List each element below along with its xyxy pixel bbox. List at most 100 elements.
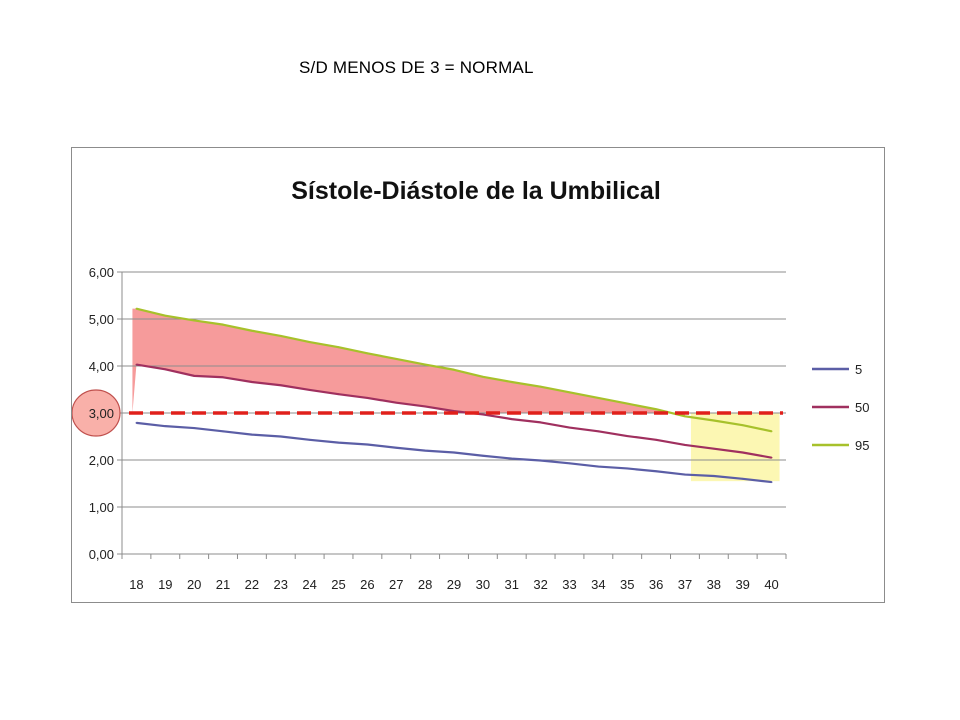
- data-point-5: [626, 467, 629, 470]
- data-point-5: [597, 465, 600, 468]
- data-point-5: [481, 454, 484, 457]
- x-tick-label: 28: [418, 577, 432, 592]
- data-point-95: [741, 424, 744, 427]
- data-point-50: [366, 397, 369, 399]
- x-tick-label: 30: [476, 577, 490, 592]
- x-tick-label: 18: [129, 577, 143, 592]
- x-tick-label: 20: [187, 577, 201, 592]
- data-point-50: [626, 435, 629, 437]
- chart-title: Sístole-Diástole de la Umbilical: [291, 177, 661, 205]
- highlight-layer: [132, 308, 780, 482]
- data-point-5: [424, 449, 427, 452]
- chart-frame: Sístole-Diástole de la Umbilical 0,00 1,0…: [71, 147, 885, 603]
- x-tick-label: 21: [216, 577, 230, 592]
- data-point-95: [597, 397, 600, 399]
- data-point-95: [453, 368, 455, 371]
- data-point-50: [135, 363, 138, 366]
- data-point-95: [279, 335, 282, 337]
- data-point-5: [453, 451, 455, 454]
- data-point-50: [279, 384, 282, 387]
- data-point-50: [164, 368, 167, 371]
- legend-label-5: 5: [855, 362, 862, 377]
- data-point-95: [308, 341, 311, 343]
- data-point-95: [395, 358, 398, 360]
- x-tick-label: 34: [591, 577, 605, 592]
- data-point-50: [770, 456, 773, 459]
- data-point-50: [655, 438, 657, 441]
- data-point-50: [251, 381, 253, 383]
- x-tick-label: 36: [649, 577, 663, 592]
- chart-svg: Sístole-Diástole de la Umbilical 0,00 1,0…: [72, 177, 869, 592]
- x-tick-label: 37: [678, 577, 692, 592]
- header-note: S/D MENOS DE 3 = NORMAL: [299, 58, 534, 77]
- data-point-5: [568, 462, 571, 465]
- data-point-95: [366, 352, 369, 355]
- axes: [117, 271, 787, 559]
- data-point-50: [395, 401, 398, 404]
- x-tick-label: 35: [620, 577, 634, 592]
- y-tick-label: 6,00: [89, 265, 114, 280]
- data-point-50: [741, 451, 744, 454]
- x-tick-label: 27: [389, 577, 403, 592]
- data-point-50: [539, 421, 542, 424]
- data-point-5: [539, 459, 542, 462]
- x-tick-label: 25: [331, 577, 345, 592]
- y-tick-label: 4,00: [89, 359, 114, 374]
- x-tick-label: 29: [447, 577, 461, 592]
- x-tick-label: 24: [302, 577, 316, 592]
- x-tick-label: 23: [274, 577, 288, 592]
- data-point-50: [481, 413, 484, 416]
- data-point-5: [770, 481, 773, 483]
- x-tick-label: 33: [562, 577, 576, 592]
- highlighted-tick-circle: [72, 389, 121, 437]
- data-point-50: [712, 447, 715, 450]
- data-point-95: [684, 415, 686, 418]
- y-tick-label: 3,00: [89, 406, 114, 421]
- data-point-50: [510, 418, 513, 421]
- data-point-5: [135, 421, 138, 424]
- x-tick-label: 31: [505, 577, 519, 592]
- legend-label-95: 95: [855, 438, 869, 453]
- x-tick-label: 40: [764, 577, 778, 592]
- data-point-50: [684, 444, 686, 446]
- data-point-50: [222, 376, 224, 379]
- data-point-95: [626, 402, 629, 405]
- x-tick-label: 26: [360, 577, 374, 592]
- y-tick-label: 5,00: [89, 312, 114, 327]
- data-point-95: [251, 329, 253, 332]
- data-point-5: [741, 477, 744, 480]
- legend: 5 50 95: [812, 362, 869, 453]
- data-point-95: [481, 375, 484, 378]
- x-tick-label: 32: [533, 577, 547, 592]
- data-point-95: [770, 430, 773, 433]
- data-point-95: [193, 319, 196, 322]
- y-tick-label: 2,00: [89, 453, 114, 468]
- x-tick-label: 39: [735, 577, 749, 592]
- data-point-5: [655, 470, 657, 473]
- data-point-5: [164, 425, 167, 428]
- data-point-5: [366, 443, 369, 446]
- data-point-50: [193, 374, 196, 377]
- data-point-95: [655, 408, 657, 411]
- x-tick-label: 38: [707, 577, 721, 592]
- data-point-95: [222, 323, 224, 326]
- y-tick-label: 0,00: [89, 547, 114, 562]
- data-point-5: [279, 435, 282, 438]
- data-point-95: [539, 385, 542, 388]
- legend-label-50: 50: [855, 400, 869, 415]
- x-tick-label: 19: [158, 577, 172, 592]
- x-tick-label: 22: [245, 577, 259, 592]
- data-point-95: [424, 363, 427, 366]
- data-point-50: [424, 405, 427, 408]
- data-point-50: [597, 430, 600, 433]
- data-point-50: [568, 426, 571, 429]
- data-point-95: [337, 346, 340, 349]
- data-point-95: [510, 381, 513, 383]
- data-point-95: [135, 307, 138, 310]
- data-point-5: [712, 475, 715, 477]
- data-point-50: [337, 393, 340, 396]
- data-point-5: [308, 438, 311, 441]
- data-point-5: [395, 446, 398, 449]
- data-point-5: [222, 430, 224, 433]
- data-point-5: [510, 457, 513, 460]
